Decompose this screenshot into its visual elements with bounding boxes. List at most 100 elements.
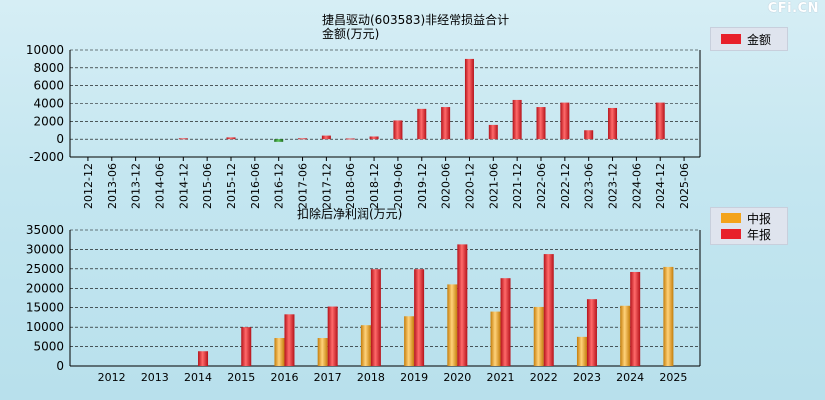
top-x-tick-label: 2024-12 (654, 163, 667, 209)
top-y-tick-label: 0 (56, 132, 64, 146)
bottom-bar-annual (241, 327, 252, 366)
bottom-x-tick-label: 2013 (141, 371, 169, 384)
bottom-y-tick-label: 5000 (33, 340, 64, 354)
top-x-tick-label: 2023-12 (607, 163, 620, 209)
legend-item-interim: 中报 (711, 210, 787, 226)
top-x-tick-label: 2014-06 (153, 163, 166, 209)
top-bar (369, 136, 379, 140)
top-x-tick-label: 2018-06 (344, 163, 357, 209)
bottom-legend: 中报 年报 (710, 207, 788, 245)
top-x-tick-label: 2025-06 (678, 163, 691, 209)
top-x-tick-label: 2013-12 (130, 163, 143, 209)
top-x-tick-label: 2019-06 (392, 163, 405, 209)
bottom-chart-title: 扣除后净利润(万元) (297, 207, 403, 221)
top-x-tick-label: 2024-06 (630, 163, 643, 209)
top-y-tick-label: 6000 (33, 79, 64, 93)
bottom-x-tick-label: 2020 (443, 371, 471, 384)
bottom-x-tick-label: 2019 (400, 371, 428, 384)
legend-item-amount: 金额 (711, 31, 787, 47)
bottom-bar-interim (317, 338, 328, 366)
bottom-bar-annual (284, 314, 295, 366)
legend-label-annual: 年报 (747, 228, 772, 242)
bottom-x-tick-label: 2017 (314, 371, 342, 384)
watermark: CFi.CN (767, 1, 819, 16)
top-y-tick-label: 4000 (33, 97, 64, 111)
bottom-y-tick-label: 0 (56, 359, 64, 373)
top-bar (274, 139, 284, 142)
bottom-x-tick-label: 2012 (98, 371, 126, 384)
bottom-x-tick-label: 2022 (530, 371, 558, 384)
bottom-bar-annual (586, 299, 597, 366)
bottom-y-tick-label: 15000 (26, 301, 64, 315)
top-chart-ylabel: 金额(万元) (322, 27, 380, 41)
top-y-tick-label: -2000 (29, 150, 64, 164)
top-x-tick-label: 2022-06 (535, 163, 548, 209)
bottom-x-tick-label: 2018 (357, 371, 385, 384)
bottom-x-tick-label: 2016 (270, 371, 298, 384)
bottom-x-tick-label: 2015 (227, 371, 255, 384)
top-legend: 金额 (710, 27, 788, 51)
bottom-y-tick-label: 20000 (26, 281, 64, 295)
legend-label-amount: 金额 (747, 33, 772, 47)
top-bar (441, 107, 451, 140)
top-bar (321, 135, 331, 140)
top-bar (298, 138, 308, 140)
bottom-bar-interim (533, 306, 544, 366)
top-y-tick-label: 10000 (26, 43, 64, 57)
top-x-tick-label: 2021-12 (511, 163, 524, 209)
top-bar (488, 124, 498, 140)
bottom-y-tick-label: 25000 (26, 262, 64, 276)
bottom-x-tick-label: 2023 (573, 371, 601, 384)
bottom-bar-interim (576, 336, 587, 366)
top-bar (536, 107, 546, 140)
top-bar (512, 99, 522, 140)
bottom-bar-annual (414, 269, 425, 366)
bottom-y-tick-label: 10000 (26, 320, 64, 334)
bottom-bar-annual (630, 271, 641, 366)
top-y-tick-label: 8000 (33, 61, 64, 75)
bottom-bar-annual (327, 306, 338, 366)
top-x-tick-label: 2017-12 (320, 163, 333, 209)
top-x-tick-label: 2020-06 (440, 163, 453, 209)
top-x-tick-label: 2014-12 (177, 163, 190, 209)
top-bar (393, 120, 403, 140)
top-bar (464, 58, 474, 140)
top-bar (608, 107, 618, 140)
bottom-bar-annual (198, 351, 209, 366)
bottom-bar-interim (620, 305, 631, 366)
bottom-x-tick-label: 2024 (616, 371, 644, 384)
bottom-bar-annual (370, 269, 381, 366)
top-bar (560, 102, 570, 140)
top-x-tick-label: 2023-06 (583, 163, 596, 209)
bottom-bar-annual (500, 278, 511, 366)
top-bar (345, 138, 355, 140)
bottom-bar-interim (663, 266, 674, 366)
top-x-tick-label: 2018-12 (368, 163, 381, 209)
top-x-tick-label: 2021-06 (487, 163, 500, 209)
top-x-tick-label: 2019-12 (416, 163, 429, 209)
legend-swatch-annual (721, 229, 741, 239)
top-x-tick-label: 2016-06 (249, 163, 262, 209)
top-x-tick-label: 2015-12 (225, 163, 238, 209)
top-x-tick-label: 2013-06 (106, 163, 119, 209)
bottom-bar-annual (543, 254, 554, 366)
top-x-tick-label: 2017-06 (297, 163, 310, 209)
top-bar (655, 102, 665, 140)
top-bar (584, 130, 594, 140)
bottom-x-tick-label: 2025 (659, 371, 687, 384)
top-x-tick-label: 2022-12 (559, 163, 572, 209)
bottom-bar-interim (360, 325, 371, 366)
top-x-tick-label: 2016-12 (273, 163, 286, 209)
bottom-bar-interim (490, 311, 501, 366)
bottom-bar-interim (447, 284, 458, 366)
top-bar (226, 137, 236, 140)
top-x-tick-label: 2012-12 (82, 163, 95, 209)
legend-swatch-interim (721, 213, 741, 223)
top-x-tick-label: 2020-12 (463, 163, 476, 209)
legend-swatch-amount (721, 34, 741, 44)
top-bar (178, 138, 188, 140)
bottom-bar-interim (404, 316, 415, 366)
bottom-x-tick-label: 2014 (184, 371, 212, 384)
bottom-y-tick-label: 35000 (26, 223, 64, 237)
